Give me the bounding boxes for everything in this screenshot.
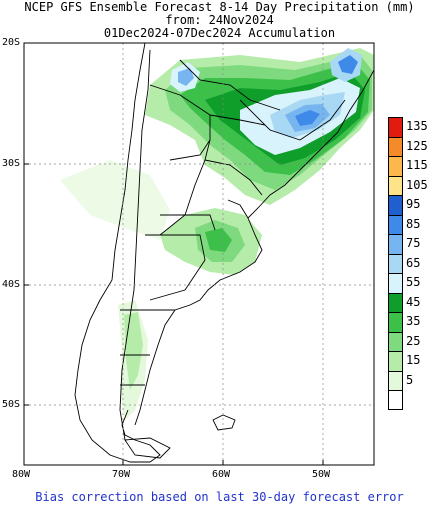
legend-swatch [388, 390, 403, 410]
legend-label: 125 [406, 138, 428, 153]
title-line-1: NCEP GFS Ensemble Forecast 8-14 Day Prec… [24, 0, 415, 14]
legend-swatch [388, 351, 403, 371]
precipitation-fields [60, 48, 374, 420]
bias-correction-note: Bias correction based on last 30-day for… [35, 490, 404, 504]
legend-label: 65 [406, 255, 421, 270]
legend-row: 35 [388, 312, 434, 332]
lat-label-40s: 40S [2, 279, 21, 290]
legend-row: 15 [388, 351, 434, 371]
legend-row: 95 [388, 195, 434, 215]
legend-label: 105 [406, 177, 428, 192]
lon-label-80w: 80W [12, 469, 31, 480]
legend-swatch [388, 175, 403, 195]
legend-row: 105 [388, 175, 434, 195]
coastlines [74, 42, 375, 463]
title-line-3: 01Dec2024-07Dec2024 Accumulation [103, 26, 336, 40]
color-legend: 135 125 115 105 95 85 75 65 55 45 35 25 15 5 [388, 117, 434, 410]
legend-swatch [388, 136, 403, 156]
legend-row: 65 [388, 253, 434, 273]
legend-label: 25 [406, 333, 421, 348]
legend-swatch [388, 214, 403, 234]
legend-swatch [388, 117, 403, 137]
legend-swatch [388, 312, 403, 332]
legend-label: 15 [406, 353, 421, 367]
legend-label: 55 [406, 275, 421, 289]
legend-row: 25 [388, 331, 434, 351]
lon-label-60w: 60W [212, 469, 231, 480]
legend-label: 35 [406, 314, 421, 328]
legend-row [388, 390, 434, 410]
legend-swatch [388, 156, 403, 176]
legend-swatch [388, 331, 403, 351]
legend-swatch [388, 292, 403, 312]
legend-row: 125 [388, 136, 434, 156]
graticule [24, 43, 374, 465]
legend-row: 5 [388, 370, 434, 390]
legend-label: 95 [406, 197, 421, 211]
legend-swatch [388, 273, 403, 293]
lon-label-50w: 50W [312, 469, 331, 480]
legend-row: 75 [388, 234, 434, 254]
legend-label: 85 [406, 216, 421, 231]
legend-row: 85 [388, 214, 434, 234]
legend-swatch [388, 234, 403, 254]
lat-label-50s: 50S [2, 399, 21, 410]
legend-swatch [388, 195, 403, 215]
legend-label: 115 [406, 158, 428, 172]
title-line-2: from: 24Nov2024 [165, 13, 274, 27]
legend-label: 135 [406, 119, 428, 133]
legend-swatch [388, 370, 403, 390]
lat-label-30s: 30S [2, 158, 21, 169]
legend-row: 45 [388, 292, 434, 312]
lon-label-70w: 70W [112, 469, 131, 480]
legend-row: 135 [388, 117, 434, 137]
legend-swatch [388, 253, 403, 273]
legend-label: 5 [406, 372, 414, 387]
legend-label: 75 [406, 236, 421, 250]
legend-row: 115 [388, 156, 434, 176]
legend-row: 55 [388, 273, 434, 293]
lat-label-20s: 20S [2, 37, 21, 48]
legend-label: 45 [406, 294, 421, 309]
